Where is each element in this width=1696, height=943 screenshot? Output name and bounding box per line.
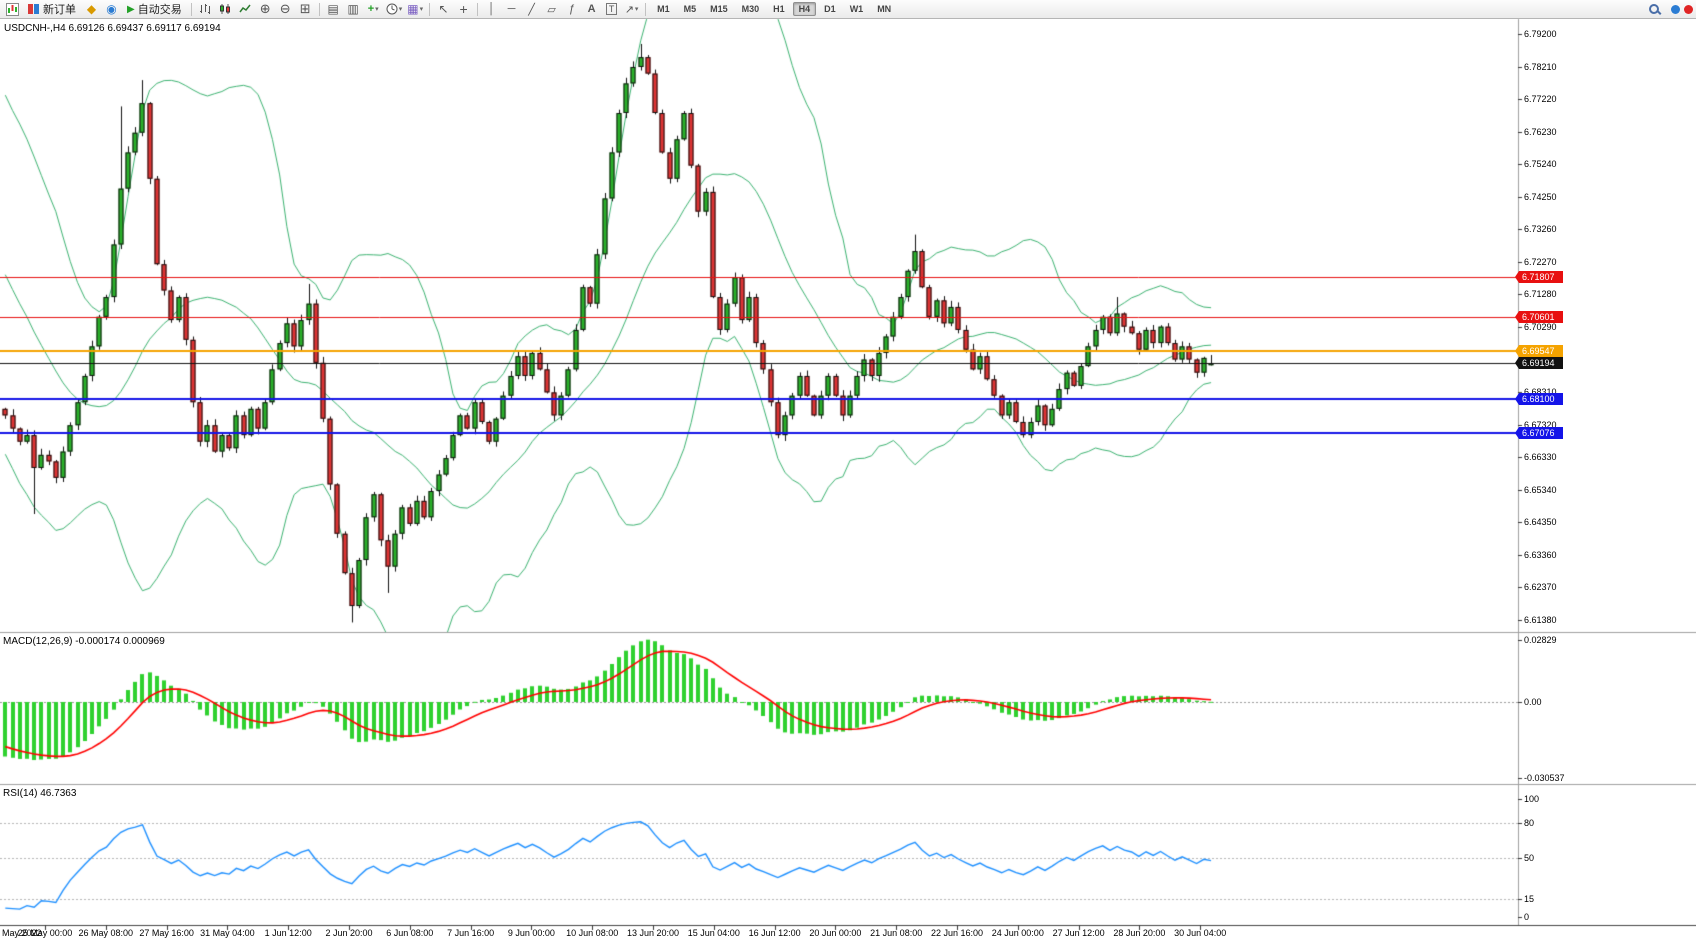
zoom-out-icon[interactable]: ⊖: [279, 1, 291, 16]
toolbar-separator: [477, 2, 479, 16]
price-level-tag[interactable]: 6.69547: [1519, 345, 1563, 358]
price-level-tag[interactable]: 6.71807: [1519, 271, 1563, 284]
connection-dot-icon: [1671, 4, 1680, 14]
fibonacci-icon[interactable]: ƒ: [568, 3, 575, 15]
tile-windows-icon[interactable]: ⊞: [299, 1, 311, 16]
autotrading-button[interactable]: ▶ 自动交易: [122, 0, 187, 19]
notification-badge[interactable]: [1684, 4, 1693, 14]
cursor-icon[interactable]: ↖: [438, 2, 449, 16]
autotrading-icon: ▶: [127, 3, 135, 15]
price-level-tag[interactable]: 6.67076: [1519, 426, 1563, 439]
search-icon[interactable]: [1649, 3, 1662, 16]
toolbar-separator: [190, 2, 192, 16]
cascade-windows-icon[interactable]: ▤: [327, 2, 339, 16]
candles-mode-icon[interactable]: [216, 1, 235, 18]
new-order-label: 新订单: [43, 4, 76, 16]
templates-icon[interactable]: ▦ ▾: [405, 1, 425, 18]
chart-symbol-title: USDCNH-,H4 6.69126 6.69437 6.69117 6.691…: [4, 23, 221, 34]
toolbar-separator: [429, 2, 431, 16]
chevron-down-icon: ▾: [375, 6, 379, 13]
timeframe-h4-button[interactable]: H4: [792, 2, 817, 16]
new-order-button[interactable]: 新订单: [23, 0, 81, 19]
rsi-title: RSI(14) 46.7363: [3, 788, 77, 799]
vertical-line-icon[interactable]: │: [488, 3, 496, 15]
channel-icon[interactable]: ▱: [547, 3, 556, 16]
chevron-down-icon: ▾: [419, 6, 424, 13]
timeframe-h1-button[interactable]: H1: [773, 4, 785, 14]
arrows-icon[interactable]: ↗ ▾: [624, 3, 639, 16]
bars-mode-icon[interactable]: [196, 1, 215, 18]
timeframe-m15-button[interactable]: M15: [710, 4, 728, 14]
price-level-tag[interactable]: 6.68100: [1519, 392, 1563, 405]
text-icon[interactable]: A: [587, 3, 596, 15]
autotrading-label: 自动交易: [137, 4, 182, 16]
timeframe-mn-button[interactable]: MN: [877, 4, 892, 14]
trendline-icon[interactable]: ╱: [528, 3, 535, 16]
horizontal-line-icon[interactable]: ─: [507, 3, 516, 15]
toolbar-separator: [318, 2, 320, 16]
toolbar: 新订单 ◆ ◉ ▶ 自动交易 ⊕ ⊖ ⊞ ▤ ▥ + ▾ ▾ ▦ ▾ ↖ + │ ─…: [0, 0, 1696, 19]
macd-title: MACD(12,26,9) -0.000174 0.000969: [3, 636, 165, 647]
periods-icon[interactable]: ▾: [384, 1, 405, 18]
timeframe-d1-button[interactable]: D1: [824, 4, 836, 14]
timeframe-m1-button[interactable]: M1: [657, 4, 670, 14]
chevron-down-icon: ▾: [634, 6, 639, 13]
chart-window-icon[interactable]: [3, 1, 22, 18]
market-depth-icon[interactable]: ◉: [106, 2, 117, 16]
chevron-down-icon: ▾: [398, 6, 403, 13]
zoom-in-icon[interactable]: ⊕: [259, 1, 271, 16]
arrange-windows-icon[interactable]: ▥: [347, 2, 359, 16]
indicator-list-icon[interactable]: ◆: [86, 2, 97, 16]
timeframe-m30-button[interactable]: M30: [741, 4, 760, 14]
price-level-tag[interactable]: 6.70601: [1519, 310, 1563, 323]
new-order-icon: [28, 4, 39, 14]
text-label-icon[interactable]: T: [602, 1, 621, 18]
crosshair-icon[interactable]: +: [459, 1, 468, 17]
line-mode-icon[interactable]: [236, 1, 255, 18]
price-level-tag[interactable]: 6.69194: [1519, 357, 1563, 369]
timeframe-m5-button[interactable]: M5: [683, 4, 697, 14]
boxed-t-icon: T: [605, 3, 618, 15]
toolbar-separator: [645, 2, 647, 16]
new-chart-icon[interactable]: + ▾: [367, 3, 379, 15]
template-grid-icon: ▦: [407, 2, 419, 16]
timeframe-w1-button[interactable]: W1: [849, 4, 864, 14]
timeframe-toolbar: M1 M5 M15 M30 H1 H4 D1 W1 MN: [650, 2, 898, 16]
